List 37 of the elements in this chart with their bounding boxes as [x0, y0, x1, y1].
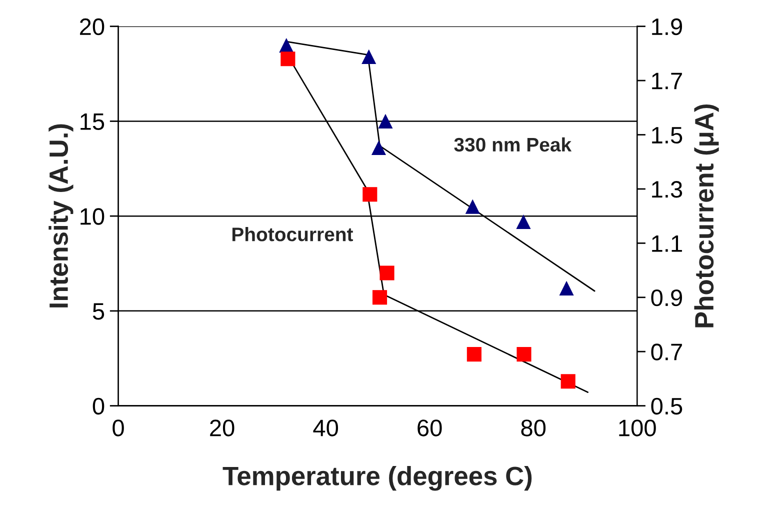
y2-tick-label: 1.1: [652, 235, 682, 252]
point: [516, 347, 532, 362]
y2-tick-label: 1.9: [652, 18, 682, 36]
x-tick-label: 0: [112, 420, 124, 436]
point: [559, 280, 574, 296]
y2-axis-title: Photocurrent (μA): [694, 104, 719, 328]
y2-tick-label: 0.5: [651, 398, 682, 415]
y-tick-label: 10: [80, 208, 104, 225]
y-tick-label: 20: [80, 18, 104, 36]
point: [280, 52, 296, 66]
y2-tick-label: 1.3: [652, 181, 682, 198]
y2-tick-label: 0.9: [651, 289, 682, 306]
point: [378, 114, 393, 128]
y2-tick-label: 0.7: [651, 344, 682, 360]
x-axis-title: Temperature (degrees C): [222, 466, 532, 491]
point: [516, 214, 531, 230]
x-tick-label: 20: [210, 420, 234, 436]
point: [465, 199, 480, 214]
x-tick-label: 60: [418, 420, 442, 436]
y2-tick-label: 1.7: [652, 72, 682, 90]
point: [380, 266, 394, 280]
x-tick-label: 100: [619, 420, 656, 436]
point: [371, 140, 386, 156]
point: [362, 49, 376, 64]
y-tick-label: 15: [80, 114, 104, 130]
point: [362, 187, 378, 202]
x-tick-label: 80: [521, 420, 546, 436]
y2-tick-label: 1.5: [652, 127, 682, 144]
y-axis-title: Intensity (A.U.): [48, 124, 74, 308]
text: 330 nm Peak: [454, 137, 572, 152]
y-tick-label: 5: [92, 303, 104, 320]
point: [560, 374, 576, 389]
y-tick-label: 0: [92, 398, 104, 415]
point: [372, 290, 388, 305]
point: [466, 347, 482, 362]
series-label: Photocurrent: [232, 226, 354, 242]
x-tick-label: 40: [313, 420, 338, 436]
